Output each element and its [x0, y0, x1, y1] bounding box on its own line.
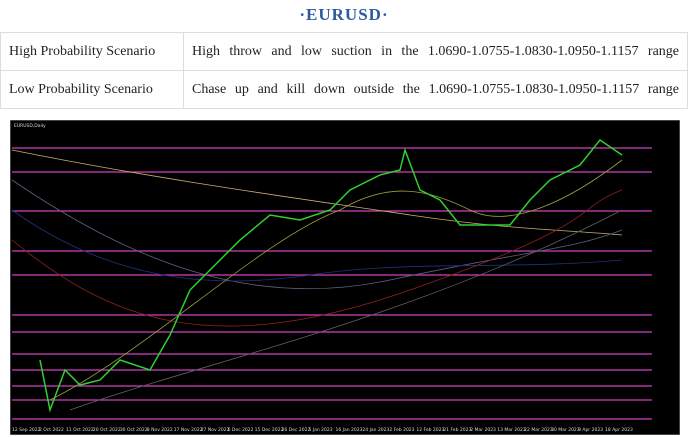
moving-averages — [11, 149, 623, 411]
date-label: 24 Jan 2023 — [362, 427, 389, 433]
date-label: 2 Mar 2023 — [470, 427, 496, 433]
cell: High Probability Scenario — [0, 32, 184, 71]
date-label: 15 Dec 2022 — [255, 427, 284, 433]
date-label: 12 Feb 2023 — [416, 427, 444, 433]
date-label: 22 Mar 2023 — [524, 427, 553, 433]
date-label: 17 Nov 2022 — [174, 427, 203, 433]
date-label: 16 Jan 2023 — [335, 427, 362, 433]
title: ·EURUSD· — [299, 5, 389, 24]
cell: Chase up and kill down outside the 1.069… — [183, 70, 688, 109]
date-label: 12 Sep 2022 — [12, 427, 41, 433]
date-label: 27 Nov 2022 — [201, 427, 230, 433]
scenario-table: High Probability Scenario High throw and… — [0, 32, 688, 109]
date-label: 5 Jan 2023 — [309, 427, 333, 433]
date-label: 18 Apr 2023 — [605, 427, 633, 433]
chart-background — [10, 120, 680, 435]
date-label: 26 Dec 2022 — [282, 427, 311, 433]
date-label: 21 Feb 2023 — [443, 427, 471, 433]
price-line — [39, 138, 623, 413]
date-label: 8 Nov 2022 — [147, 427, 173, 433]
date-label: 2 Oct 2022 — [39, 427, 64, 433]
row: High Probability Scenario High throw and… — [0, 32, 688, 71]
level-lines — [12, 147, 652, 420]
date-label: 20 Oct 2022 — [93, 427, 121, 433]
date-label: 2 Feb 2023 — [389, 427, 414, 433]
date-label: 11 Oct 2022 — [66, 427, 94, 433]
date-label: 9 Apr 2023 — [578, 427, 603, 433]
cell: High throw and low suction in the 1.0690… — [183, 32, 688, 71]
date-label: 30 Mar 2023 — [551, 427, 580, 433]
cell: Low Probability Scenario — [0, 70, 184, 109]
date-label: 30 Oct 2022 — [120, 427, 148, 433]
date-label: 13 Mar 2023 — [497, 427, 526, 433]
row: Low Probability Scenario Chase up and ki… — [0, 70, 688, 109]
date-label: 6 Dec 2022 — [228, 427, 254, 433]
chart-caption: EURUSD,Daily — [14, 123, 46, 129]
